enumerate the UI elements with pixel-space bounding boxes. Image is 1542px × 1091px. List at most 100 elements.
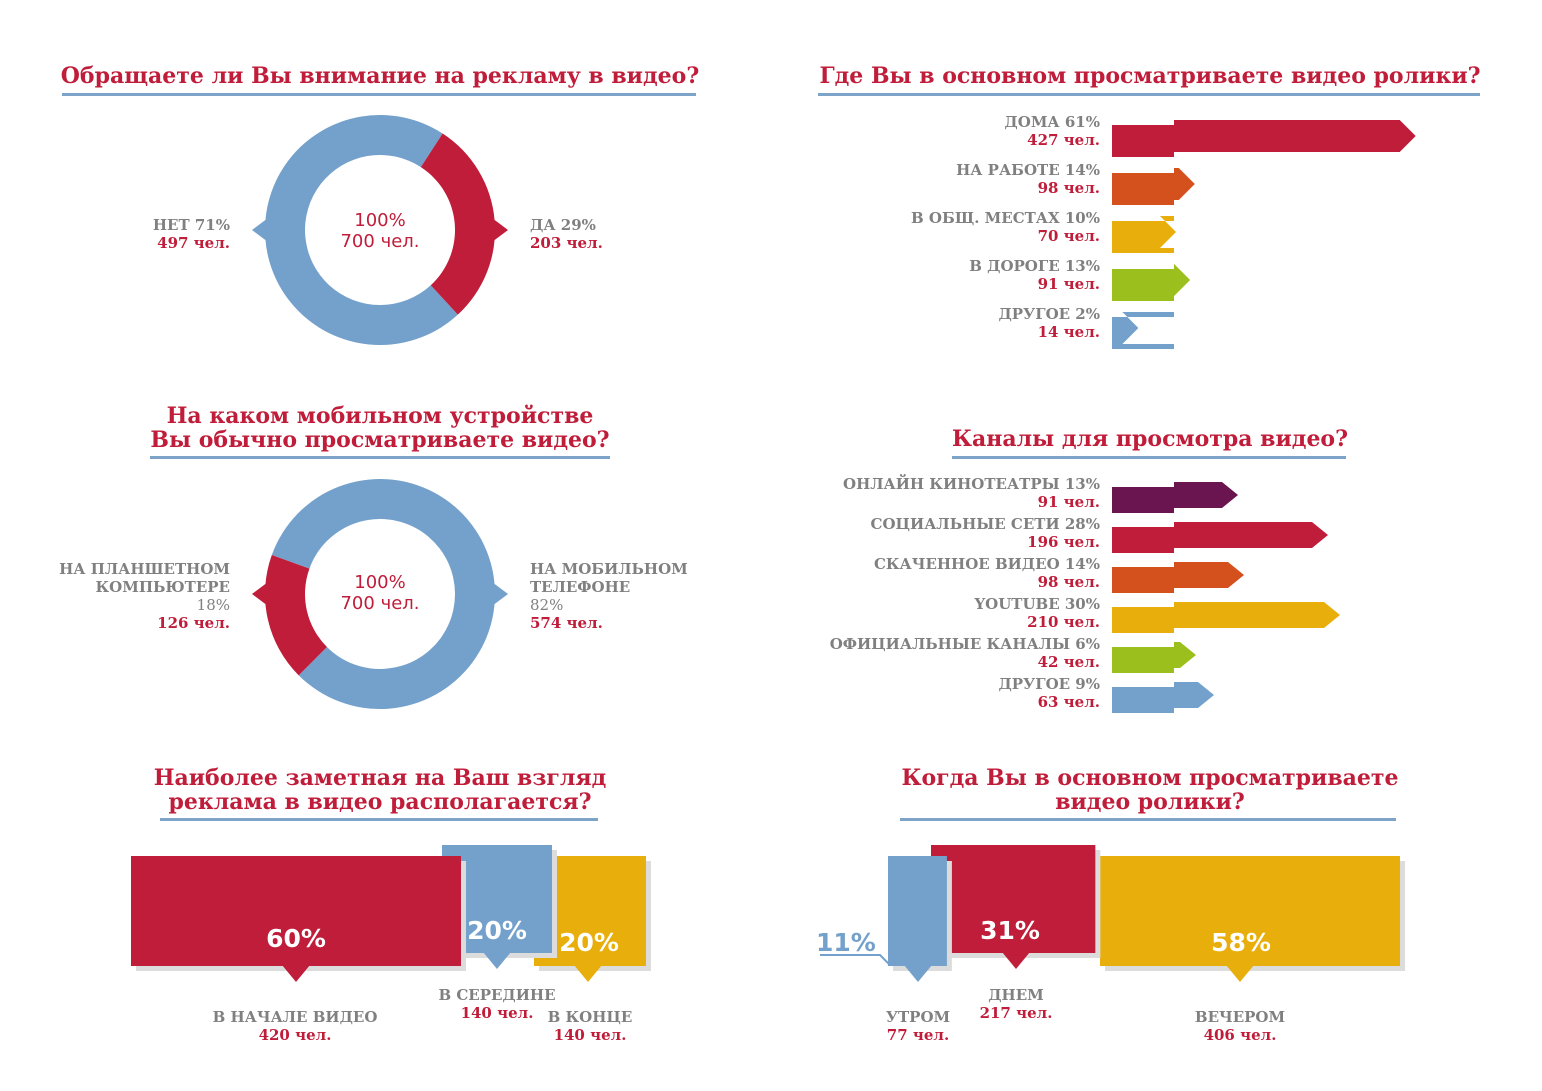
- chart4-label-text-2: СКАЧЕННОЕ ВИДЕО 14%: [873, 555, 1100, 573]
- chart4-label-count-4: 42 чел.: [1037, 653, 1100, 671]
- donut2-label-tablet-line2: КОМПЬЮТЕРЕ: [95, 578, 230, 596]
- donut1-label-no-text: НЕТ 71%: [152, 216, 230, 234]
- donut2-center: 100% 700 чел.: [320, 572, 440, 614]
- chart5-label-start: В НАЧАЛЕ ВИДЕО 420 чел.: [195, 1008, 395, 1044]
- chart4-label-5: ДРУГОЕ 9% 63 чел.: [780, 675, 1100, 711]
- chart5-title-underline: [160, 818, 598, 821]
- chart6-title-line2: видео ролики?: [1055, 789, 1245, 815]
- chart4-bar-0: [1112, 482, 1238, 513]
- chart2-label-count-0: 427 чел.: [1027, 131, 1100, 149]
- chart2-label-1: НА РАБОТЕ 14% 98 чел.: [780, 161, 1100, 197]
- donut2-pointer-right: [492, 582, 508, 606]
- donut1-label-no: НЕТ 71% 497 чел.: [80, 216, 230, 252]
- chart4-label-3: YOUTUBE 30% 210 чел.: [780, 595, 1100, 631]
- chart5-block-middle-pointer: [483, 952, 511, 969]
- chart4-label-count-5: 63 чел.: [1037, 693, 1100, 711]
- chart2-label-text-3: В ДОРОГЕ 13%: [969, 257, 1100, 275]
- chart4-label-count-1: 196 чел.: [1027, 533, 1100, 551]
- donut2-center-pct: 100%: [354, 572, 406, 593]
- chart3-title: На каком мобильном устройстве Вы обычно …: [80, 404, 680, 452]
- chart5-pct-middle: 20%: [467, 916, 527, 945]
- chart4-label-text-0: ОНЛАЙН КИНОТЕАТРЫ 13%: [843, 475, 1100, 493]
- chart5-label-start-text: В НАЧАЛЕ ВИДЕО: [212, 1008, 378, 1026]
- chart6-label-morning: УТРОМ 77 чел.: [868, 1008, 968, 1044]
- chart4-label-text-5: ДРУГОЕ 9%: [998, 675, 1100, 693]
- chart5-block-start-pointer: [282, 965, 310, 982]
- donut1-center: 100% 700 чел.: [320, 210, 440, 252]
- chart2-label-0: ДОМА 61% 427 чел.: [780, 113, 1100, 149]
- chart4-label-1: СОЦИАЛЬНЫЕ СЕТИ 28% 196 чел.: [780, 515, 1100, 551]
- chart4-bar-2: [1112, 562, 1244, 593]
- chart5-pct-start: 60%: [266, 924, 326, 953]
- chart6-block-day: [931, 845, 1096, 953]
- chart6-title-underline: [900, 818, 1396, 821]
- chart3-title-underline: [150, 456, 610, 459]
- chart5-pct-end: 20%: [559, 928, 619, 957]
- chart4-label-0: ОНЛАЙН КИНОТЕАТРЫ 13% 91 чел.: [780, 475, 1100, 511]
- chart5-title-line1: Наиболее заметная на Ваш взгляд: [153, 765, 607, 791]
- chart3-title-line1: На каком мобильном устройстве: [166, 403, 594, 429]
- chart2-label-4: ДРУГОЕ 2% 14 чел.: [780, 305, 1100, 341]
- donut2-slice-blue: [271, 479, 496, 709]
- chart5-title-line2: реклама в видео располагается?: [168, 789, 592, 815]
- chart4-label-count-2: 98 чел.: [1037, 573, 1100, 591]
- donut2-label-tablet-pct: 18%: [196, 596, 230, 614]
- donut1-label-no-count: 497 чел.: [157, 234, 230, 252]
- chart6-block-evening: [1100, 856, 1400, 966]
- chart5-label-end-text: В КОНЦЕ: [547, 1008, 633, 1026]
- chart4-bar-3: [1112, 602, 1340, 633]
- donut2-label-phone-count: 574 чел.: [530, 614, 603, 632]
- chart6-label-day: ДНЕМ 217 чел.: [966, 986, 1066, 1022]
- chart5-block-start: [131, 856, 461, 966]
- chart4-bar-1: [1112, 522, 1328, 553]
- donut1-label-yes-text: ДА 29%: [530, 216, 596, 234]
- chart5-label-end: В КОНЦЕ 140 чел.: [530, 1008, 650, 1044]
- donut2-label-tablet-count: 126 чел.: [157, 614, 230, 632]
- chart6-block-morning: [888, 856, 947, 966]
- chart4-label-2: СКАЧЕННОЕ ВИДЕО 14% 98 чел.: [780, 555, 1100, 591]
- chart5-label-middle: В СЕРЕДИНЕ 140 чел.: [427, 986, 567, 1022]
- donut1-slice-red: [420, 133, 495, 315]
- chart2-bar-2: [1112, 216, 1176, 253]
- chart2-label-3: В ДОРОГЕ 13% 91 чел.: [780, 257, 1100, 293]
- chart6-pct-evening: 58%: [1211, 928, 1271, 957]
- donut2-label-tablet-line1: НА ПЛАНШЕТНОМ: [59, 560, 230, 578]
- donut2-label-phone-line1: НА МОБИЛЬНОМ: [530, 560, 688, 578]
- donut1-center-count: 700 чел.: [340, 231, 420, 252]
- donut2-label-phone: НА МОБИЛЬНОМ ТЕЛЕФОНЕ 82% 574 чел.: [530, 560, 720, 632]
- chart5-label-middle-count: 140 чел.: [460, 1004, 534, 1022]
- chart5-label-start-count: 420 чел.: [258, 1026, 332, 1044]
- chart6-label-day-count: 217 чел.: [979, 1004, 1053, 1022]
- chart6-label-morning-text: УТРОМ: [885, 1008, 951, 1026]
- chart2-bar-3: [1112, 264, 1191, 301]
- donut1-label-yes: ДА 29% 203 чел.: [530, 216, 680, 252]
- chart4-label-text-3: YOUTUBE 30%: [974, 595, 1100, 613]
- chart6-block-evening-pointer: [1226, 965, 1254, 982]
- chart2-label-text-0: ДОМА 61%: [1004, 113, 1100, 131]
- chart4-bar-5: [1112, 682, 1214, 713]
- donut1-label-yes-count: 203 чел.: [530, 234, 603, 252]
- chart4-label-text-1: СОЦИАЛЬНЫЕ СЕТИ 28%: [870, 515, 1100, 533]
- chart4-title: Каналы для просмотра видео?: [951, 426, 1349, 452]
- chart1-title: Обращаете ли Вы внимание на рекламу в ви…: [60, 63, 700, 89]
- chart4-label-count-3: 210 чел.: [1027, 613, 1100, 631]
- chart6-label-morning-count: 77 чел.: [886, 1026, 950, 1044]
- chart2-title: Где Вы в основном просматриваете видео р…: [819, 63, 1481, 89]
- chart6-title-line1: Когда Вы в основном просматриваете: [901, 765, 1399, 791]
- chart4-label-count-0: 91 чел.: [1037, 493, 1100, 511]
- chart2-label-2: В ОБЩ. МЕСТАХ 10% 70 чел.: [780, 209, 1100, 245]
- donut1-pointer-left: [252, 218, 268, 242]
- chart3-title-line2: Вы обычно просматриваете видео?: [150, 427, 610, 453]
- donut2-pointer-left: [252, 582, 268, 606]
- donut1-center-pct: 100%: [354, 210, 406, 231]
- chart5-label-middle-text: В СЕРЕДИНЕ: [438, 986, 556, 1004]
- chart5-title: Наиболее заметная на Ваш взгляд реклама …: [80, 766, 680, 814]
- chart2-bar-4: [1112, 312, 1174, 349]
- chart6-label-day-text: ДНЕМ: [988, 986, 1044, 1004]
- chart6-label-evening-count: 406 чел.: [1203, 1026, 1277, 1044]
- chart2-bar-1: [1112, 168, 1195, 205]
- chart4-bar-4: [1112, 642, 1196, 673]
